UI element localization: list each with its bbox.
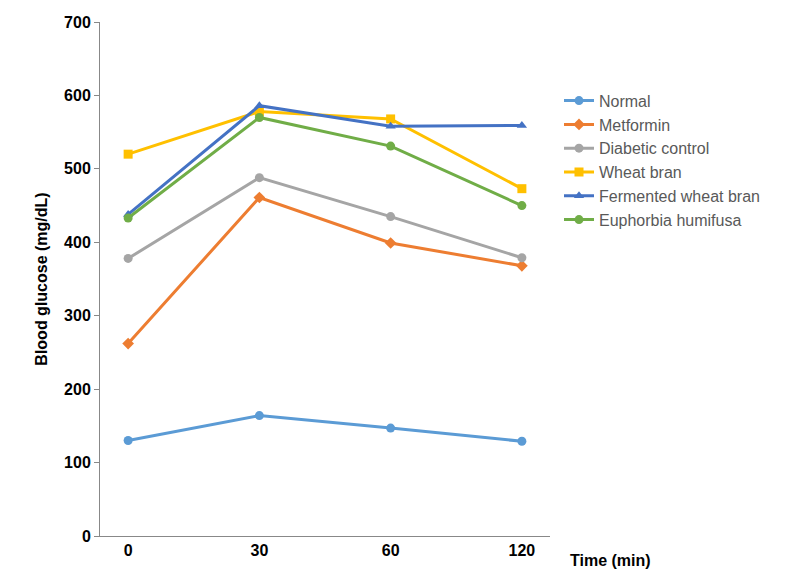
- svg-text:Blood glucose (mg/dL): Blood glucose (mg/dL): [33, 192, 50, 365]
- svg-text:Metformin: Metformin: [599, 117, 670, 134]
- svg-text:60: 60: [382, 542, 400, 559]
- svg-text:400: 400: [64, 234, 91, 251]
- svg-text:500: 500: [64, 160, 91, 177]
- svg-text:30: 30: [250, 542, 268, 559]
- svg-text:Euphorbia humifusa: Euphorbia humifusa: [599, 212, 741, 229]
- svg-text:Wheat bran: Wheat bran: [599, 164, 682, 181]
- svg-text:0: 0: [124, 542, 133, 559]
- svg-text:Diabetic control: Diabetic control: [599, 140, 709, 157]
- svg-text:Normal: Normal: [599, 93, 651, 110]
- svg-text:Time (min): Time (min): [570, 552, 651, 569]
- svg-text:Fermented wheat bran: Fermented wheat bran: [599, 188, 760, 205]
- svg-text:100: 100: [64, 454, 91, 471]
- svg-text:200: 200: [64, 381, 91, 398]
- svg-text:700: 700: [64, 14, 91, 31]
- svg-text:0: 0: [82, 528, 91, 545]
- svg-text:600: 600: [64, 87, 91, 104]
- svg-text:120: 120: [509, 542, 536, 559]
- svg-text:300: 300: [64, 307, 91, 324]
